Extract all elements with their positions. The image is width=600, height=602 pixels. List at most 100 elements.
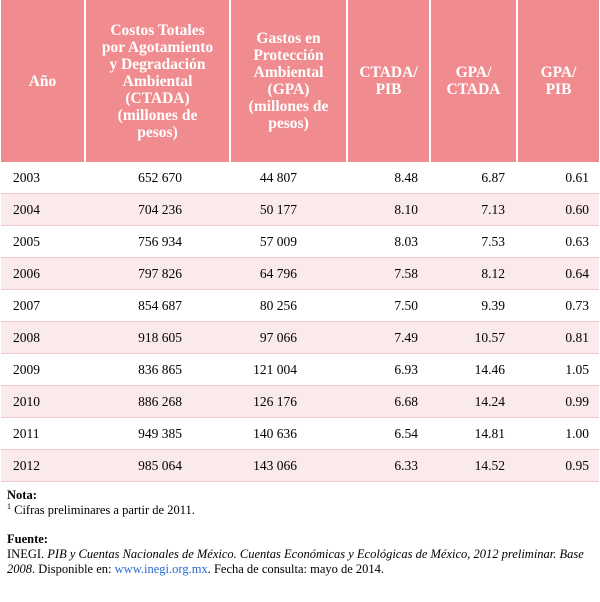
- cell-ctada: 797 826: [85, 257, 230, 290]
- cell-ctada-pib: 6.54: [347, 417, 430, 450]
- cell-gpa-pib: 1.00: [517, 417, 599, 450]
- table-row: 2009 836 865 121 004 6.93 14.46 1.05: [1, 353, 599, 386]
- cell-ctada-pib: 6.93: [347, 353, 430, 386]
- cell-gpa-ctada: 14.52: [430, 449, 517, 482]
- cell-ctada-pib: 6.33: [347, 449, 430, 482]
- cell-ctada: 949 385: [85, 417, 230, 450]
- fuente-text: INEGI. PIB y Cuentas Nacionales de Méxic…: [7, 547, 597, 577]
- cell-ctada-pib: 8.10: [347, 193, 430, 226]
- cell-ctada: 756 934: [85, 225, 230, 258]
- cell-gpa-ctada: 8.12: [430, 257, 517, 290]
- cell-ctada: 985 064: [85, 449, 230, 482]
- cell-year: 2008: [1, 321, 85, 354]
- cell-ctada-pib: 7.58: [347, 257, 430, 290]
- header-line: Gastos en: [256, 30, 321, 47]
- cell-gpa-pib: 0.95: [517, 449, 599, 482]
- cell-gpa-ctada: 14.81: [430, 417, 517, 450]
- cell-gpa-pib: 0.64: [517, 257, 599, 290]
- cell-gpa-pib: 0.81: [517, 321, 599, 354]
- table-row: 2006 797 826 64 796 7.58 8.12 0.64: [1, 257, 599, 290]
- fuente-mid: . Disponible en:: [32, 562, 115, 576]
- header-line: (millones de: [248, 98, 329, 115]
- cell-year: 2010: [1, 385, 85, 418]
- fuente-end: . Fecha de consulta: mayo de 2014.: [207, 562, 385, 576]
- cell-gpa-ctada: 10.57: [430, 321, 517, 354]
- footnote-marker: 1: [7, 501, 11, 511]
- header-ctada-pib: CTADA/PIB: [347, 0, 431, 162]
- header-line: PIB: [375, 81, 402, 98]
- header-line: CTADA/: [359, 64, 418, 81]
- header-year: Año: [1, 0, 86, 162]
- cell-ctada-pib: 7.50: [347, 289, 430, 322]
- cell-year: 2003: [1, 162, 85, 194]
- header-line: pesos): [137, 123, 178, 141]
- cell-gpa: 121 004: [230, 353, 347, 386]
- header-gpa: Gastos en Protección Ambiental (GPA) (millon…: [230, 0, 348, 162]
- cell-year: 2009: [1, 353, 85, 386]
- document: Año Costos Totales por Agotamiento y Degra…: [1, 0, 599, 576]
- inegi-link[interactable]: www.inegi.org.mx: [114, 562, 208, 576]
- table-row: 2007 854 687 80 256 7.50 9.39 0.73: [1, 289, 599, 322]
- table-row: 2010 886 268 126 176 6.68 14.24 0.99: [1, 385, 599, 418]
- cell-year: 2007: [1, 289, 85, 322]
- header-line: Ambiental: [122, 72, 193, 90]
- header-row: Año Costos Totales por Agotamiento y Degra…: [1, 0, 599, 162]
- cell-gpa-ctada: 7.13: [430, 193, 517, 226]
- cell-gpa: 64 796: [230, 257, 347, 290]
- cell-ctada: 704 236: [85, 193, 230, 226]
- header-line: y Degradación: [109, 55, 206, 73]
- fuente-prefix: INEGI.: [7, 547, 48, 561]
- table-row: 2011 949 385 140 636 6.54 14.81 1.00: [1, 417, 599, 450]
- cell-gpa: 97 066: [230, 321, 347, 354]
- nota-label: Nota:: [7, 488, 37, 502]
- cell-gpa: 126 176: [230, 385, 347, 418]
- cell-gpa-pib: 1.05: [517, 353, 599, 386]
- notes-section: Nota: 1 Cifras preliminares a partir de …: [7, 488, 597, 577]
- cell-gpa-ctada: 7.53: [430, 225, 517, 258]
- cell-gpa: 140 636: [230, 417, 347, 450]
- cell-gpa-pib: 0.61: [517, 162, 599, 194]
- table-row: 2012 985 064 143 066 6.33 14.52 0.95: [1, 449, 599, 482]
- cell-ctada-pib: 8.03: [347, 225, 430, 258]
- cell-gpa: 44 807: [230, 162, 347, 194]
- cell-ctada-pib: 6.68: [347, 385, 430, 418]
- header-gpa-pib: GPA/PIB: [517, 0, 599, 162]
- cell-gpa-ctada: 6.87: [430, 162, 517, 194]
- cell-ctada: 652 670: [85, 162, 230, 194]
- nota-text-line: 1 Cifras preliminares a partir de 2011.: [7, 501, 597, 518]
- cell-gpa: 50 177: [230, 193, 347, 226]
- environmental-costs-table: Año Costos Totales por Agotamiento y Degra…: [1, 0, 599, 482]
- cell-gpa: 143 066: [230, 449, 347, 482]
- header-gpa-ctada: GPA/CTADA: [430, 0, 518, 162]
- header-line: CTADA: [446, 81, 501, 98]
- fuente-label: Fuente:: [7, 532, 48, 546]
- cell-year: 2005: [1, 225, 85, 258]
- header-line: PIB: [545, 81, 572, 98]
- cell-ctada: 854 687: [85, 289, 230, 322]
- cell-ctada: 886 268: [85, 385, 230, 418]
- cell-year: 2006: [1, 257, 85, 290]
- header-line: Ambiental: [253, 64, 324, 81]
- header-line: por Agotamiento: [101, 38, 214, 56]
- cell-gpa-ctada: 9.39: [430, 289, 517, 322]
- cell-gpa-ctada: 14.46: [430, 353, 517, 386]
- cell-ctada-pib: 8.48: [347, 162, 430, 194]
- header-ctada: Costos Totales por Agotamiento y Degradaci…: [85, 0, 231, 162]
- cell-gpa-pib: 0.63: [517, 225, 599, 258]
- cell-ctada: 918 605: [85, 321, 230, 354]
- table-body: 2003 652 670 44 807 8.48 6.87 0.61 2004 704 236…: [1, 162, 599, 482]
- header-line: (CTADA): [125, 89, 190, 107]
- cell-gpa: 80 256: [230, 289, 347, 322]
- header-line: pesos): [268, 115, 309, 132]
- header-line: Protección: [253, 47, 324, 64]
- cell-year: 2012: [1, 449, 85, 482]
- table-row: 2003 652 670 44 807 8.48 6.87 0.61: [1, 162, 599, 194]
- cell-year: 2011: [1, 417, 85, 450]
- header-line: Costos Totales: [110, 21, 205, 39]
- header-line: GPA/: [455, 64, 492, 81]
- cell-ctada-pib: 7.49: [347, 321, 430, 354]
- table-row: 2004 704 236 50 177 8.10 7.13 0.60: [1, 193, 599, 226]
- cell-gpa-ctada: 14.24: [430, 385, 517, 418]
- cell-year: 2004: [1, 193, 85, 226]
- cell-gpa: 57 009: [230, 225, 347, 258]
